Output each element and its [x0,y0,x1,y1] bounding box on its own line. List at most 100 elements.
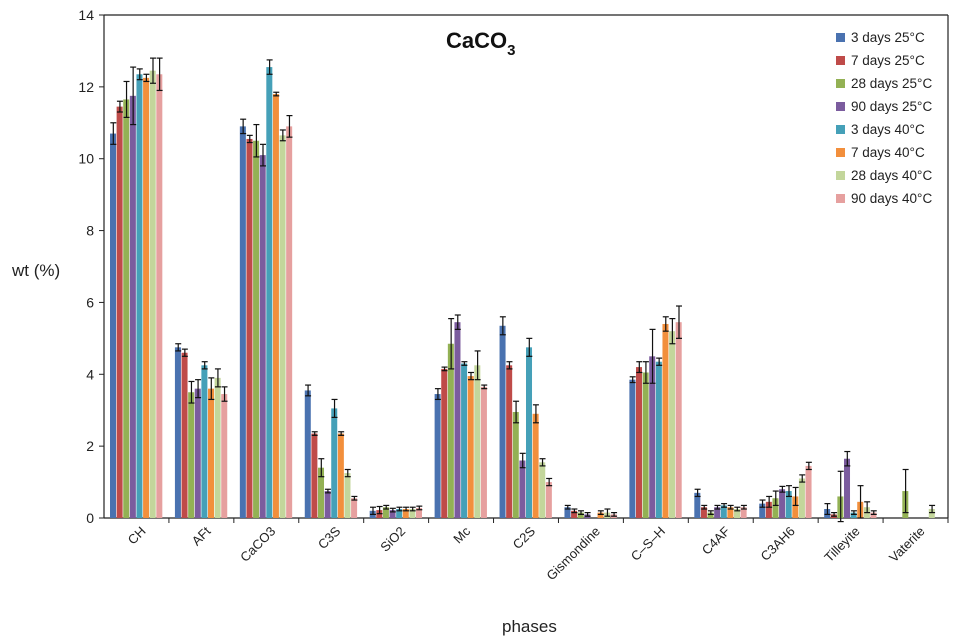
bar [467,376,474,518]
y-tick-label: 8 [86,223,94,239]
bar [382,507,389,518]
bar [351,498,358,518]
bar [564,507,571,518]
bar [416,507,423,518]
x-tick-label: C–S–H [628,524,668,564]
bar [734,509,741,518]
legend-label: 90 days 25°C [851,99,932,114]
x-tick-label: C3AH6 [758,524,798,564]
x-tick-label: Mc [450,523,473,546]
legend-swatch [836,56,845,65]
legend-swatch [836,171,845,180]
bar [188,392,195,518]
x-tick-label: AFt [189,523,214,548]
x-axis-title: phases [502,617,557,636]
bar [779,489,786,518]
bar [143,77,150,518]
bar [844,458,851,518]
bars-layer [110,67,935,519]
legend-swatch [836,102,845,111]
bar [785,491,792,518]
y-tick-label: 2 [86,438,94,454]
bar [740,507,747,518]
bar [499,325,506,518]
bar [253,140,260,518]
bar [798,478,805,518]
bar [259,155,266,518]
bar [279,135,286,518]
bar [519,460,526,518]
bar [765,501,772,518]
legend-swatch [836,148,845,157]
bar [480,386,487,518]
bar [272,94,279,519]
bar [720,505,727,518]
bar [174,347,181,518]
bar [512,412,519,518]
bar [928,509,935,518]
bar [669,331,676,518]
bar [110,133,117,519]
bar [239,126,246,518]
bar [772,498,779,518]
bar [221,394,228,518]
bar [208,388,215,518]
bar [214,377,221,518]
bar [539,462,546,518]
legend-label: 90 days 40°C [851,191,932,206]
bar [396,509,403,518]
bar [727,507,734,518]
bar [759,503,766,518]
bar [850,512,857,518]
x-tick-label: CaCO3 [237,524,278,565]
svg-text:CaCO3: CaCO3 [446,28,515,59]
bar [194,388,201,518]
legend-label: 3 days 40°C [851,122,925,137]
bar [532,413,539,518]
bar [311,433,318,518]
bar [304,390,311,518]
x-tick-label: Gismondine [543,524,603,584]
bar [454,322,461,518]
bar [331,408,338,518]
chart-title: CaCO3 [446,28,515,59]
bar [123,99,130,519]
bar [402,509,409,518]
y-tick-label: 0 [86,510,94,526]
bar [324,491,331,518]
bar [642,372,649,518]
bar [577,512,584,518]
bar [597,512,604,518]
bar [116,106,123,518]
bar [805,465,812,518]
bar [636,367,643,518]
legend: 3 days 25°C 7 days 25°C 28 days 25°C 90 day… [836,30,932,206]
bar [571,510,578,518]
bar [434,394,441,518]
x-tick-label: Tilleyite [821,524,862,565]
bar [714,507,721,518]
y-tick-label: 6 [86,294,94,310]
legend-label: 7 days 40°C [851,145,925,160]
x-tick-label: SiO2 [377,524,408,555]
error-bars-layer [110,57,936,523]
y-tick-label: 12 [78,79,94,95]
bar [441,368,448,518]
bar [129,95,136,518]
bar [655,361,662,518]
bar [389,510,396,518]
legend-swatch [836,79,845,88]
legend-label: 28 days 25°C [851,76,932,91]
chart-title-subscript: 3 [507,42,515,59]
bar [694,492,701,518]
x-tick-label: C4AF [699,523,733,557]
bar [136,74,143,519]
y-axis-title: wt (%) [11,261,60,280]
bar [870,512,877,518]
bar [246,138,253,519]
legend-label: 28 days 40°C [851,168,932,183]
bar [286,126,293,518]
bar [337,433,344,518]
